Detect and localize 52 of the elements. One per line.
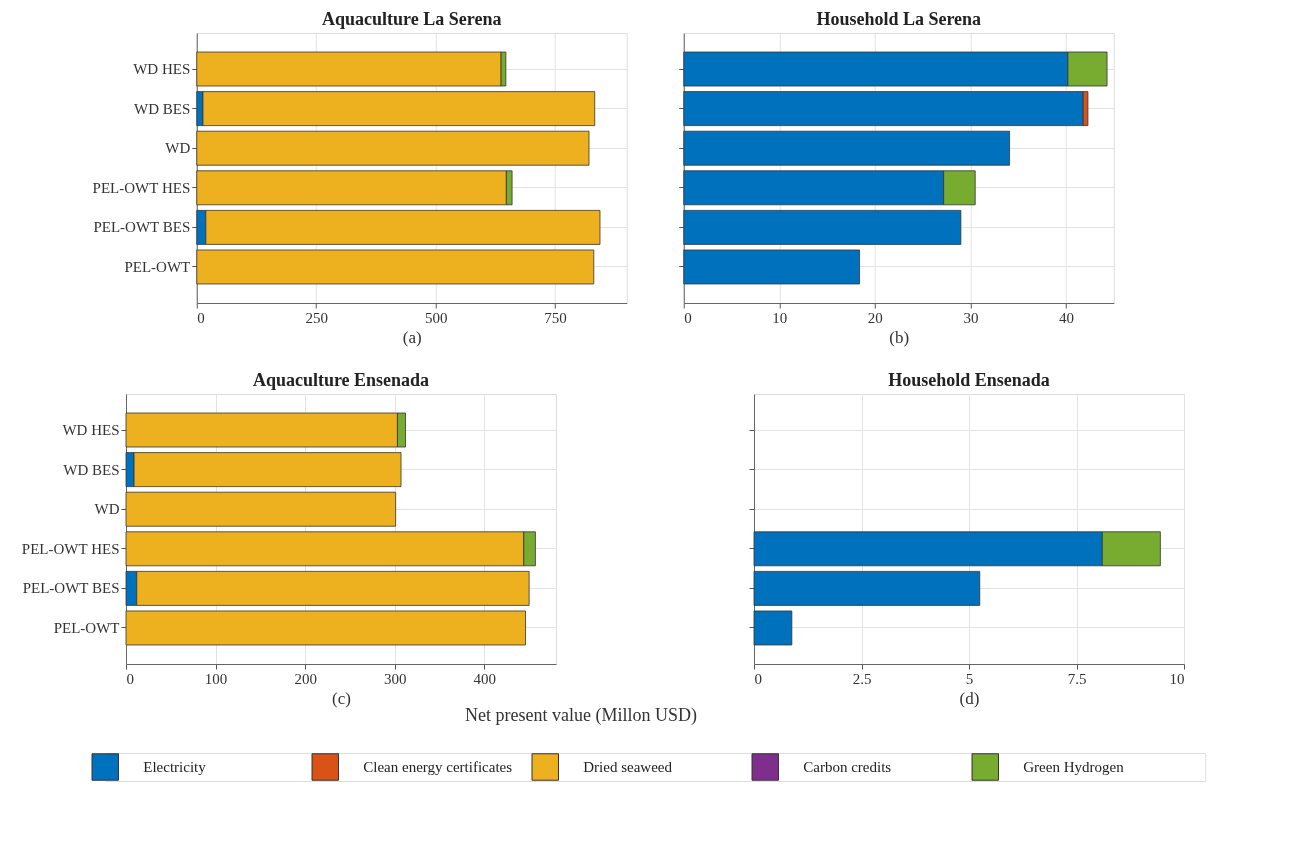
y-tick-label: PEL-OWT HES [92,179,191,196]
x-tick-label: 30 [963,309,979,326]
y-tick-label: WD [165,140,191,157]
x-tick-label: 10 [1169,670,1185,687]
x-tick-label: 40 [1058,309,1074,326]
bar [753,610,793,646]
x-tick-label: 400 [473,670,497,687]
y-tick-label: WD BES [134,100,191,117]
bar [683,130,1010,166]
y-tick-label: PEL-OWT BES [22,580,120,597]
bar [683,249,860,285]
x-axis-title: (d) [959,688,980,708]
y-tick-label: WD HES [133,61,191,78]
x-tick-label: 200 [294,670,317,687]
bar [753,570,981,606]
x-tick-label: 7.5 [1067,670,1087,687]
text: Net present value (Millon USD) [465,705,697,726]
x-tick-label: 500 [424,309,448,326]
legend-label: Green Hydrogen [1023,759,1125,775]
y-tick-label: WD HES [62,422,120,439]
bar [125,491,397,527]
y-tick-label: PEL-OWT BES [93,219,191,236]
x-tick-label: 250 [305,309,328,326]
chart-title: Aquaculture La Serena [322,9,502,29]
x-tick-label: 0 [126,670,134,687]
y-tick-label: WD [94,501,120,518]
x-tick-label: 300 [384,670,407,687]
x-tick-label: 100 [204,670,228,687]
x-tick-label: 0 [197,309,205,326]
y-tick-label: WD BES [63,461,120,478]
legend-label: Dried seaweed [583,759,673,775]
y-tick-label: PEL-OWT HES [21,540,120,557]
x-tick-label: 0 [754,670,762,687]
x-tick-label: 0 [684,309,692,326]
x-tick-label: 750 [544,309,567,326]
y-tick-label: PEL-OWT [124,258,191,275]
x-axis-title: (c) [332,688,351,708]
chart-title: Household Ensenada [888,370,1050,390]
legend-label: Electricity [143,759,207,775]
x-tick-label: 2.5 [852,670,872,687]
x-axis-title: (b) [889,327,910,347]
x-tick-label: 5 [965,670,974,687]
bar [125,610,526,646]
x-tick-label: 20 [867,309,883,326]
legend-label: Carbon credits [803,759,892,775]
chart-title: Household La Serena [816,9,982,29]
chart-title: Aquaculture Ensenada [252,370,430,390]
x-axis-title: (a) [402,327,422,347]
legend-label: Clean energy certificates [363,759,513,775]
bar [683,209,962,245]
y-tick-label: PEL-OWT [53,619,120,636]
x-tick-label: 10 [772,309,788,326]
